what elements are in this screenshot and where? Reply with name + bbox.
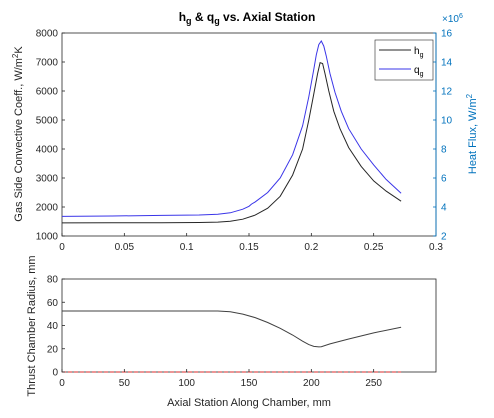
left-y-label-post: K — [13, 46, 25, 54]
bottom-y-ticks: 0 20 40 60 80 — [47, 275, 65, 379]
top-x-tick-label: 0.2 — [304, 242, 318, 253]
bottom-y-tick-label: 40 — [47, 321, 59, 332]
top-x-tick-label: 0.3 — [429, 242, 443, 253]
top-right-y-tick-label: 6 — [441, 174, 447, 185]
top-x-tick-label: 0.25 — [364, 242, 384, 253]
right-axis-exponent-sup: 6 — [459, 13, 463, 20]
top-left-y-tick-label: 2000 — [36, 203, 59, 214]
top-x-tick-label: 0.15 — [239, 242, 259, 253]
top-right-y-tick-label: 4 — [441, 203, 447, 214]
top-chart: hg & qg vs. Axial Station 0 0.05 0.1 0.15 0.… — [11, 10, 479, 253]
series-line-hg — [61, 61, 402, 224]
legend-box — [374, 39, 434, 81]
bottom-chart: 0 50 100 150 200 250 0 20 40 60 80 Thrust Chamber… — [26, 255, 437, 409]
bottom-x-tick-label: 250 — [365, 378, 382, 389]
top-right-y-tick-label: 8 — [441, 145, 447, 156]
top-right-y-tick-label: 16 — [441, 29, 453, 40]
top-right-y-tick-label: 10 — [441, 116, 453, 127]
right-axis-exponent: ×106 — [442, 13, 463, 25]
top-left-y-tick-label: 7000 — [36, 58, 59, 69]
legend-label-hg: hg — [414, 46, 424, 59]
bottom-x-label: Axial Station Along Chamber, mm — [167, 397, 331, 409]
bottom-x-tick-label: 0 — [59, 378, 65, 389]
bottom-x-tick-label: 200 — [303, 378, 320, 389]
top-left-y-tick-label: 6000 — [36, 87, 59, 98]
bottom-series-group — [62, 310, 402, 373]
top-left-y-label: Gas Side Convective Coeff., W/m2K — [11, 46, 25, 222]
top-plot-frame — [61, 32, 437, 237]
top-left-y-tick-label: 1000 — [36, 232, 59, 243]
bottom-y-tick-label: 80 — [47, 275, 59, 286]
top-left-y-ticks: 1000 2000 3000 4000 5000 6000 7000 8000 — [36, 29, 65, 243]
legend-label-qg: qg — [414, 65, 424, 78]
top-right-y-tick-label: 2 — [441, 232, 447, 243]
top-series-group — [61, 40, 402, 224]
top-x-ticks: 0 0.05 0.1 0.15 0.2 0.25 0.3 — [59, 233, 443, 253]
legend: hg qg — [374, 39, 434, 81]
bottom-x-tick-label: 100 — [178, 378, 195, 389]
top-chart-title: hg & qg vs. Axial Station — [179, 10, 316, 26]
radius-profile-line — [62, 310, 402, 348]
top-left-y-tick-label: 8000 — [36, 29, 59, 40]
top-right-y-label: Heat Flux, W/m2 — [465, 93, 479, 174]
bottom-y-tick-label: 20 — [47, 344, 59, 355]
right-y-label-sup: 2 — [465, 93, 474, 98]
bottom-x-tick-label: 150 — [241, 378, 258, 389]
legend-hg-sub: g — [420, 52, 424, 59]
top-right-y-ticks: 2 4 6 8 10 12 14 16 — [433, 29, 453, 243]
title-amp: & q — [192, 10, 215, 24]
top-right-y-tick-label: 14 — [441, 58, 453, 69]
series-line-qg — [61, 40, 402, 217]
bottom-x-ticks: 0 50 100 150 200 250 — [59, 369, 382, 389]
top-right-y-tick-label: 12 — [441, 87, 453, 98]
bottom-y-label: Thrust Chamber Radius, mm — [26, 255, 38, 396]
title-rest: vs. Axial Station — [220, 10, 316, 24]
top-x-tick-label: 0.1 — [180, 242, 194, 253]
top-x-tick-label: 0 — [59, 242, 65, 253]
top-left-y-tick-label: 5000 — [36, 116, 59, 127]
bottom-x-tick-label: 50 — [119, 378, 131, 389]
top-x-tick-label: 0.05 — [115, 242, 135, 253]
left-y-label-sup: 2 — [11, 53, 20, 58]
top-left-y-tick-label: 4000 — [36, 145, 59, 156]
bottom-y-tick-label: 0 — [52, 368, 58, 379]
legend-qg-sub: g — [420, 71, 424, 78]
bottom-y-tick-label: 60 — [47, 298, 59, 309]
title-subscript-g2: g — [214, 16, 220, 26]
title-subscript-g1: g — [186, 16, 192, 26]
top-left-y-tick-label: 3000 — [36, 174, 59, 185]
bottom-plot-frame — [61, 278, 437, 373]
